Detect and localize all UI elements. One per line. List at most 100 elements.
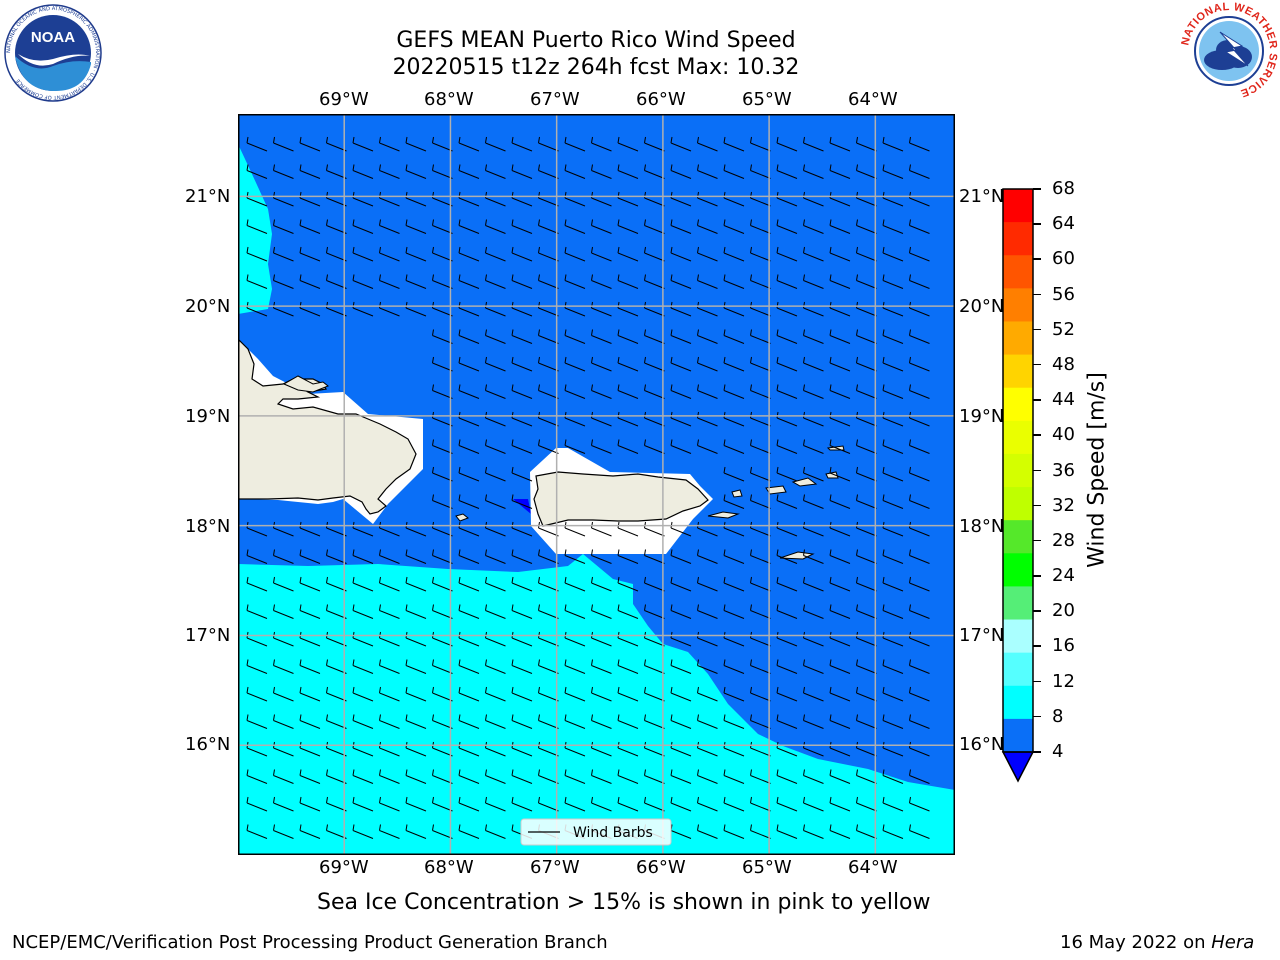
wind-barb	[485, 604, 506, 619]
wind-barb	[776, 329, 798, 344]
colorbar-segment	[1003, 685, 1033, 720]
wind-barb	[538, 136, 559, 152]
wind-barb	[511, 246, 533, 262]
wind-barb	[882, 329, 904, 344]
wind-barb	[909, 604, 930, 619]
wind-barb	[803, 411, 824, 427]
wind-barb	[591, 164, 612, 179]
colorbar-tick-label: 60	[1052, 248, 1075, 270]
wind-barb	[670, 219, 692, 234]
wind-barb	[670, 301, 692, 317]
wind-barb	[670, 549, 692, 564]
wind-barb	[564, 411, 586, 427]
colorbar-tick-mark	[1033, 715, 1041, 718]
wind-barb	[458, 136, 480, 152]
wind-barb	[379, 714, 400, 729]
wind-barb	[591, 769, 612, 784]
wind-barb	[485, 411, 506, 427]
wind-barb	[591, 714, 612, 729]
wind-barb	[538, 274, 559, 289]
wind-barb	[432, 686, 453, 702]
wind-barb	[485, 219, 506, 234]
wind-barb	[485, 549, 506, 564]
wind-barb	[776, 411, 798, 427]
wind-barb	[246, 274, 268, 289]
wind-barb	[591, 659, 612, 674]
wind-barb	[750, 301, 771, 317]
wind-barb	[697, 796, 718, 812]
wind-barb	[405, 246, 427, 262]
wind-barb	[299, 219, 321, 234]
wind-barb	[538, 769, 559, 784]
wind-barb	[856, 246, 877, 262]
wind-barb	[776, 466, 798, 482]
wind-barb	[379, 246, 400, 262]
wind-barb	[829, 219, 851, 234]
footer-host: Hera	[1211, 932, 1255, 953]
wind-barb	[856, 659, 877, 674]
wind-barb	[299, 714, 321, 729]
wind-barb	[644, 356, 665, 372]
wind-barb	[299, 686, 321, 702]
colorbar-tick-mark	[1033, 469, 1041, 471]
wind-barb	[591, 604, 612, 619]
wind-barb	[670, 274, 692, 289]
wind-barb	[723, 824, 745, 839]
wind-barb	[511, 576, 533, 592]
lon-label-top-69w: 69°W	[319, 89, 369, 110]
wind-barb	[326, 796, 347, 812]
wind-barb	[405, 274, 427, 289]
colorbar-segment	[1003, 189, 1033, 223]
wind-barb	[723, 576, 745, 592]
wind-barb	[723, 411, 745, 427]
wind-barb	[485, 686, 506, 702]
wind-barb	[458, 549, 480, 564]
wind-barb	[432, 796, 453, 812]
wind-barb	[564, 439, 586, 454]
wind-barb	[856, 576, 877, 592]
title-line-1: GEFS MEAN Puerto Rico Wind Speed	[396, 28, 796, 53]
culebra-island	[731, 489, 743, 498]
wind-barb	[882, 384, 904, 399]
wind-barb	[750, 219, 771, 234]
wind-barb	[432, 164, 453, 179]
wind-barb	[485, 384, 506, 399]
lat-label-right-17n: 17°N	[959, 625, 1005, 646]
lat-label-left-19n: 19°N	[185, 406, 231, 427]
wind-barb	[352, 576, 374, 592]
wind-barb	[776, 824, 798, 839]
wind-barb	[750, 274, 771, 289]
wind-barb	[644, 549, 665, 564]
wind-barb	[856, 769, 877, 784]
wind-barb	[458, 439, 480, 454]
wind-barb	[856, 411, 877, 427]
lat-label-right-18n: 18°N	[959, 516, 1005, 537]
wind-barb	[882, 604, 904, 619]
wind-barb	[458, 659, 480, 674]
wind-barb	[617, 549, 639, 564]
wind-barb	[511, 494, 533, 509]
map-frame	[238, 114, 955, 855]
wind-barb	[246, 659, 268, 674]
wind-barb	[723, 301, 745, 317]
wind-barb	[591, 576, 612, 592]
wind-barb	[511, 136, 533, 152]
wind-barb	[670, 384, 692, 399]
wind-barb	[882, 549, 904, 564]
wind-barb	[697, 274, 718, 289]
wind-barb	[803, 274, 824, 289]
colorbar-tick-mark	[1033, 293, 1041, 296]
wind-barb	[511, 301, 533, 317]
colorbar-tick-mark	[1033, 645, 1041, 647]
wind-barb	[856, 136, 877, 152]
wind-barb	[352, 219, 374, 234]
wind-barb	[352, 659, 374, 674]
wind-barb	[432, 714, 453, 729]
wind-barb	[803, 686, 824, 702]
wind-barb	[776, 604, 798, 619]
wind-barb	[882, 301, 904, 317]
wind-barb	[882, 659, 904, 674]
wind-barb	[432, 329, 453, 344]
wind-barb	[723, 769, 745, 784]
wind-barb	[352, 136, 374, 152]
